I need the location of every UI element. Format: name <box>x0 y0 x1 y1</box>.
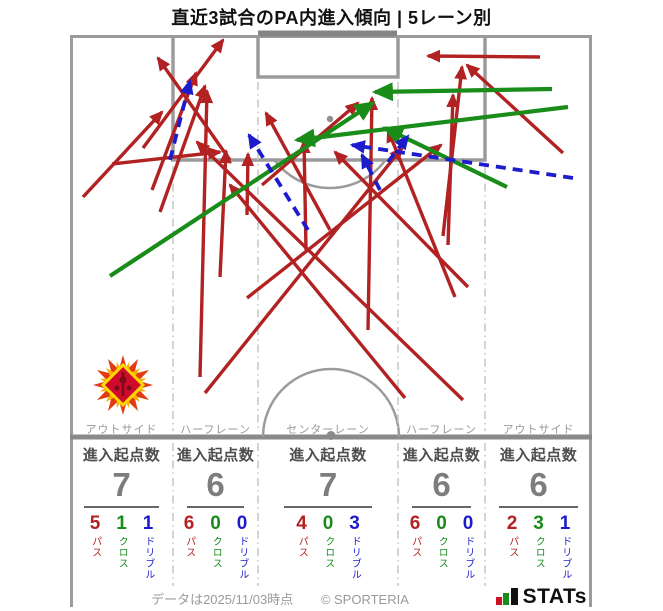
stat-rule <box>84 506 159 509</box>
stat-header: 進入起点数 <box>176 447 255 464</box>
pass-label: パス <box>506 536 518 559</box>
arrow-pass <box>386 128 457 298</box>
lane-label-outside-left: アウトサイド <box>85 424 158 436</box>
penalty-spot <box>326 115 334 123</box>
cross-count: 0 <box>322 513 334 535</box>
dribble-count: 1 <box>142 513 154 535</box>
footer-note: データは2025/11/03時点 © SPORTERIA <box>70 589 490 608</box>
arrow-pass <box>81 110 164 199</box>
cross-count: 1 <box>116 513 127 535</box>
stat-rule <box>187 506 244 509</box>
data-timestamp: データは2025/11/03時点 <box>151 592 294 607</box>
penalty-area <box>171 35 487 162</box>
cross-label: クロス <box>210 536 222 570</box>
bar-chart-icon <box>495 588 518 607</box>
cross-count: 0 <box>436 513 447 535</box>
cross-count: 0 <box>210 513 221 535</box>
pass-label: パス <box>296 536 308 559</box>
stat-header: 進入起点数 <box>289 447 367 464</box>
cross-label: クロス <box>436 536 448 570</box>
arrow-pass <box>333 150 470 289</box>
arrow-cross <box>108 101 376 278</box>
dribble-label: ドリブル <box>559 536 571 581</box>
stat-total: 6 <box>206 466 225 503</box>
pass-count: 6 <box>183 513 195 535</box>
team-emblem <box>93 355 153 415</box>
pass-count: 4 <box>296 513 307 535</box>
arrow-pass <box>297 138 311 251</box>
arrow-pass <box>198 88 214 378</box>
lane-label-center: センターレーン <box>286 424 370 436</box>
cross-count: 3 <box>533 513 544 535</box>
arrow-pass <box>218 148 232 278</box>
dribble-label: ドリブル <box>349 536 361 581</box>
arrow-pass <box>228 183 407 400</box>
arrow-pass <box>245 143 443 300</box>
copyright: © SPORTERIA <box>320 592 409 607</box>
dribble-label: ドリブル <box>236 536 248 581</box>
arrows-layer <box>81 38 574 402</box>
pass-label: パス <box>409 536 421 559</box>
arrow-pass <box>465 63 565 155</box>
center-circle <box>261 367 401 438</box>
stat-rule <box>412 506 471 509</box>
stat-column-5: 進入起点数 6 2 パス 3 クロス 1 ドリブル <box>485 444 592 580</box>
cross-label: クロス <box>322 536 334 570</box>
dribble-label: ドリブル <box>462 536 474 581</box>
dribble-count: 1 <box>559 513 571 535</box>
pass-label: パス <box>89 536 101 559</box>
dribble-count: 0 <box>236 513 248 535</box>
stat-column-1: 進入起点数 7 5 パス 1 クロス 1 ドリブル <box>70 444 173 580</box>
arrow-dribble <box>386 134 410 164</box>
stat-header: 進入起点数 <box>499 447 578 464</box>
stat-header: 進入起点数 <box>82 447 161 464</box>
pass-count: 5 <box>89 513 101 535</box>
stat-rule <box>284 506 372 509</box>
arrow-cross <box>293 104 569 148</box>
stat-column-3: 進入起点数 7 4 パス 0 クロス 3 ドリブル <box>258 444 398 580</box>
stat-total: 6 <box>529 466 548 503</box>
arrow-cross <box>371 82 553 102</box>
cross-label: クロス <box>533 536 545 570</box>
arrow-dribble <box>360 152 382 191</box>
arrow-pass <box>156 56 232 161</box>
stat-column-4: 進入起点数 6 6 パス 0 クロス 0 ドリブル <box>398 444 485 580</box>
stats-logo: STATs <box>495 585 587 608</box>
dribble-count: 0 <box>462 513 474 535</box>
arrow-pass <box>195 140 465 402</box>
goal-area <box>256 35 400 79</box>
arrow-pass <box>158 83 207 213</box>
lane-label-half-right: ハーフレーン <box>406 424 477 436</box>
stat-column-2: 進入起点数 6 6 パス 0 クロス 0 ドリブル <box>173 444 258 580</box>
arrow-pass <box>365 95 379 331</box>
center-spot <box>326 431 336 440</box>
stat-total: 6 <box>432 466 451 503</box>
arrow-pass <box>425 49 541 63</box>
stat-total: 7 <box>318 466 338 503</box>
page-title: 直近3試合のPA内進入傾向 | 5レーン別 <box>171 8 492 28</box>
pass-count: 2 <box>506 513 518 535</box>
dribble-label: ドリブル <box>142 536 154 581</box>
lane-label-half-left: ハーフレーン <box>180 424 251 436</box>
pass-label: パス <box>183 536 195 559</box>
dribble-count: 3 <box>349 513 360 535</box>
lane-label-outside-right: アウトサイド <box>502 424 575 436</box>
pass-count: 6 <box>409 513 421 535</box>
penalty-arc <box>273 159 387 190</box>
arrow-dribble <box>168 78 194 161</box>
arrow-pass <box>264 111 332 231</box>
arrow-dribble <box>349 140 574 180</box>
stat-header: 進入起点数 <box>402 447 481 464</box>
stat-rule <box>499 506 578 509</box>
arrow-dribble <box>247 133 310 232</box>
stat-total: 7 <box>112 466 131 503</box>
cross-label: クロス <box>116 536 128 570</box>
logo-text: STATs <box>522 585 587 608</box>
